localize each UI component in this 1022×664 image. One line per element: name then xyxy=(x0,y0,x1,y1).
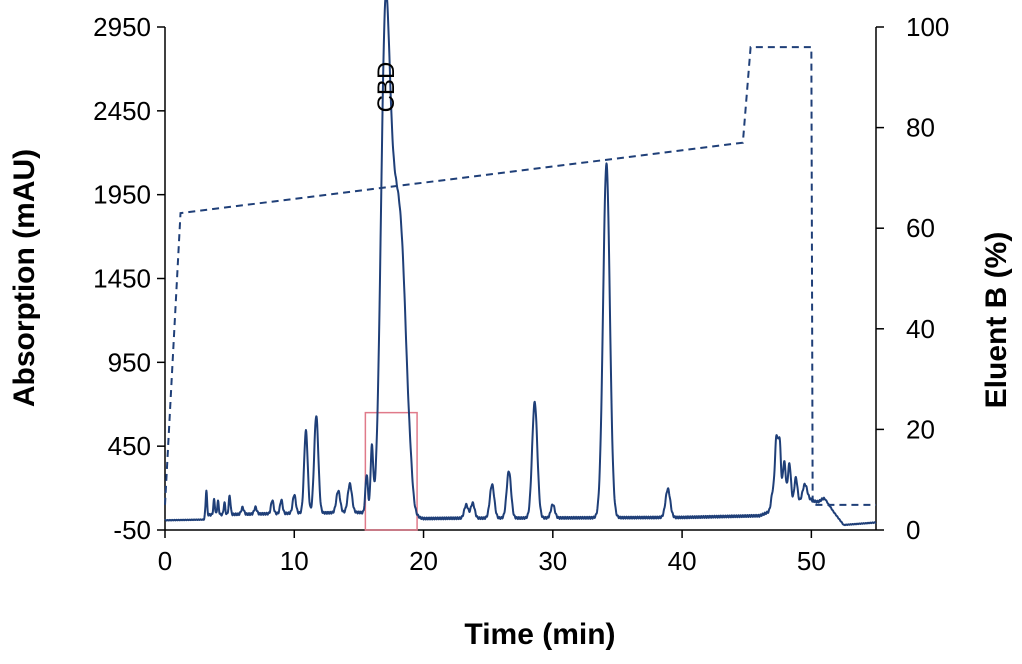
y-right-tick-label: 40 xyxy=(906,314,935,344)
y-right-tick-label: 20 xyxy=(906,414,935,444)
eluent-b-series-line xyxy=(164,46,876,506)
x-tick-label: 0 xyxy=(158,546,172,576)
x-tick-label: 50 xyxy=(797,546,826,576)
y-left-tick-label: 1450 xyxy=(93,264,151,294)
x-tick-label: 20 xyxy=(409,546,438,576)
y-axis-left-title: Absorption (mAU) xyxy=(8,149,41,407)
x-tick-label: 10 xyxy=(280,546,309,576)
y-right-tick-label: 60 xyxy=(906,213,935,243)
x-axis-title: Time (min) xyxy=(464,618,615,651)
absorption-series-line xyxy=(164,0,877,527)
series-layer xyxy=(164,0,877,531)
y-right-tick-label: 80 xyxy=(906,113,935,143)
ticks-group: 0 10 20 30 40 50 -50 450 950 1450 1950 2450 2950 0 20 4… xyxy=(93,12,949,576)
x-tick-label: 40 xyxy=(668,546,697,576)
y-left-tick-label: -50 xyxy=(113,515,151,545)
x-tick-label: 30 xyxy=(538,546,567,576)
y-left-tick-label: 450 xyxy=(108,431,151,461)
y-left-tick-label: 950 xyxy=(108,347,151,377)
y-axis-right-title: Eluent B (%) xyxy=(980,232,1013,409)
y-right-tick-label: 0 xyxy=(906,515,920,545)
y-left-tick-label: 1950 xyxy=(93,180,151,210)
y-right-tick-label: 100 xyxy=(906,12,949,42)
y-left-tick-label: 2950 xyxy=(93,12,151,42)
fraction-window-box xyxy=(364,411,418,531)
y-left-tick-label: 2450 xyxy=(93,96,151,126)
cbd-peak-label: CBD xyxy=(373,62,400,113)
